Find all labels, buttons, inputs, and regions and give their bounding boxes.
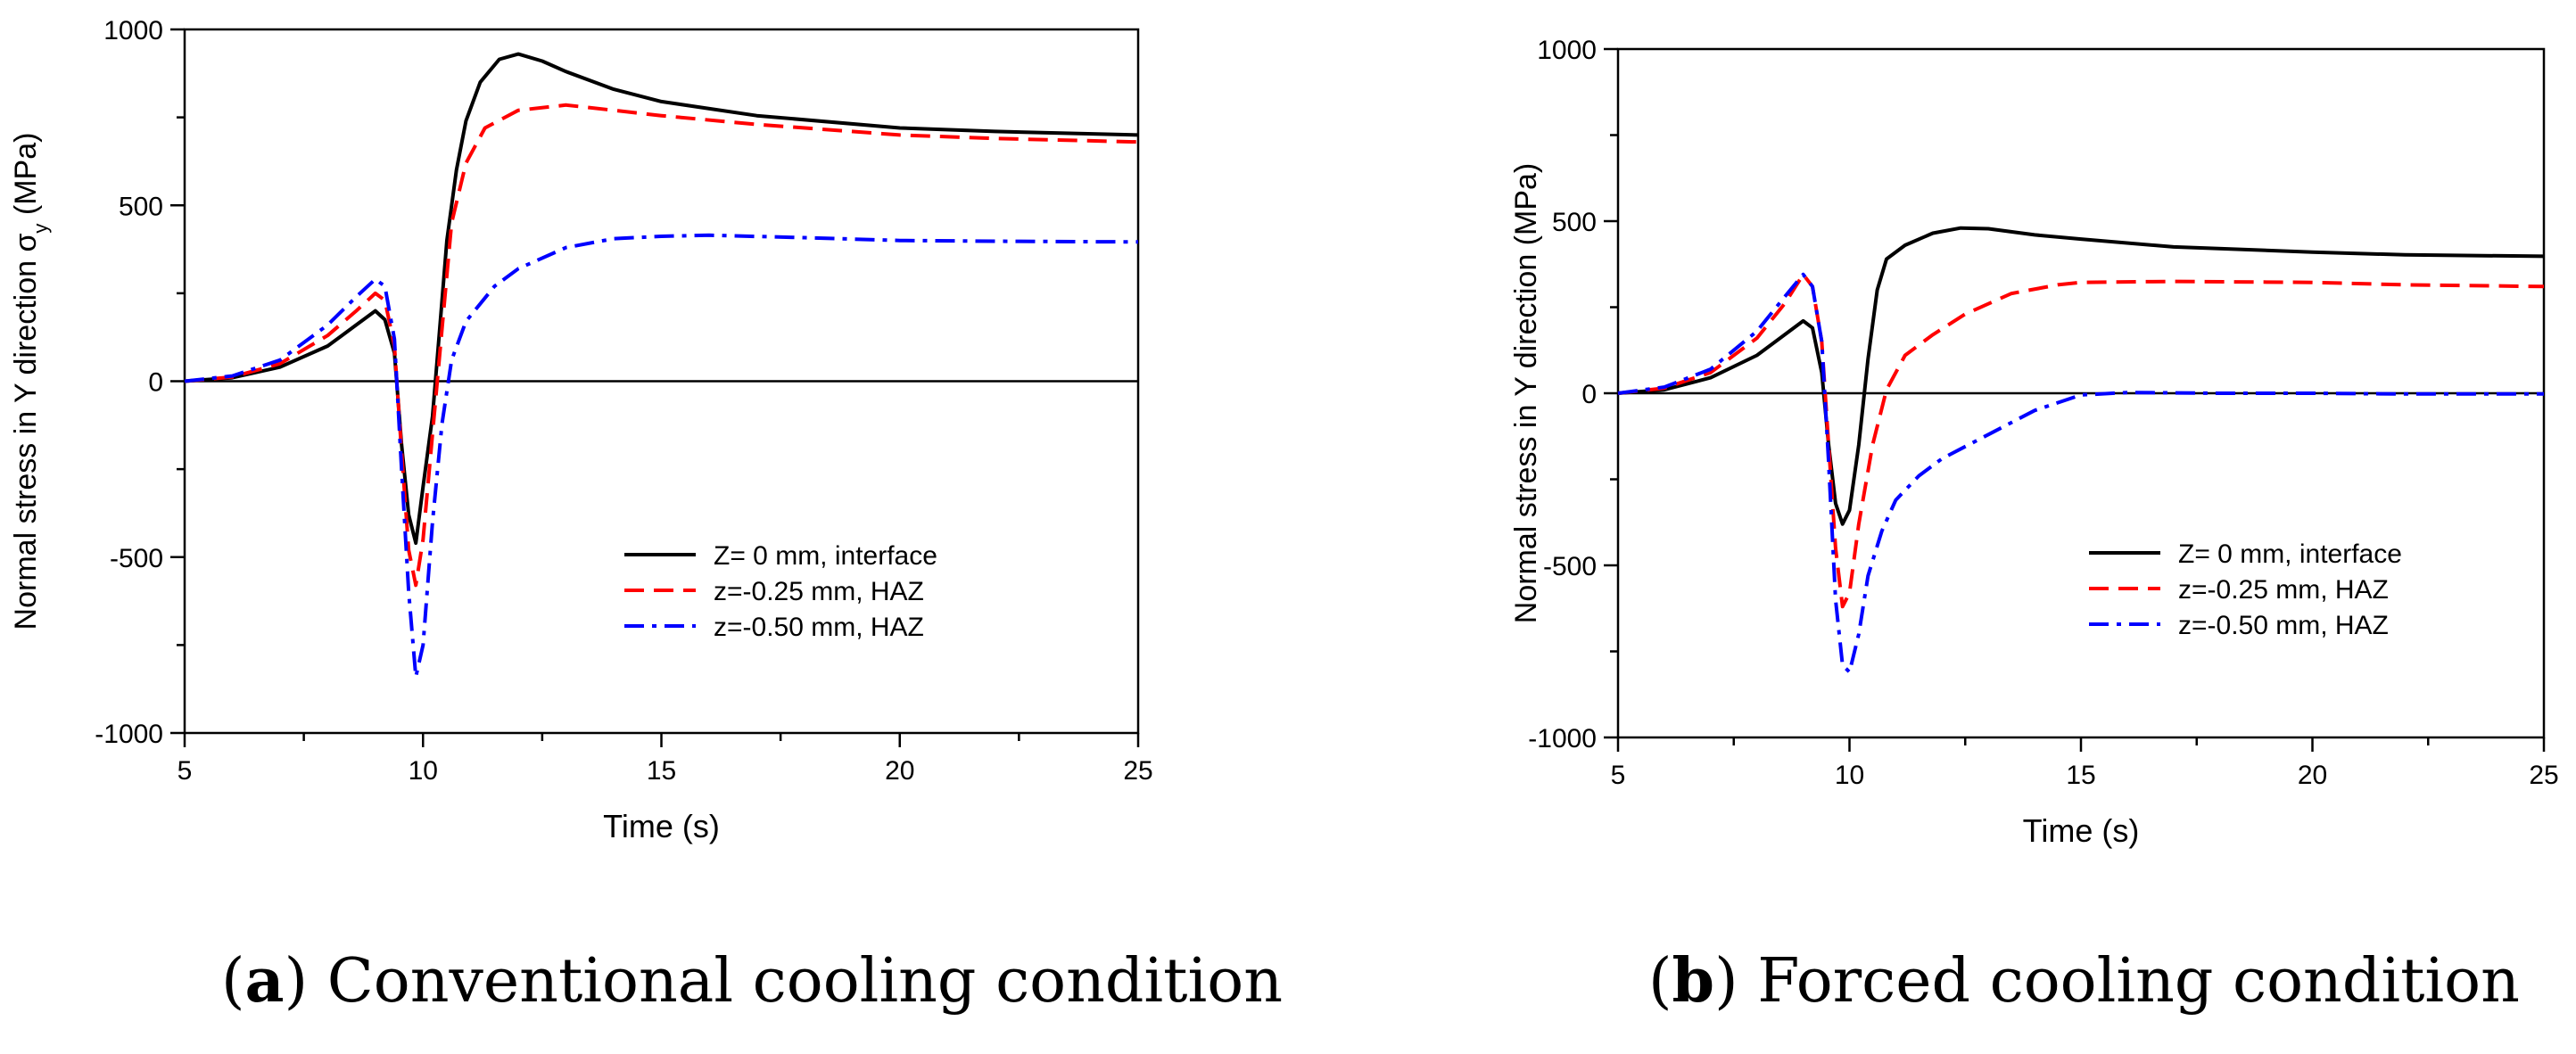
x-tick-label: 15 <box>647 756 676 786</box>
y-axis-label: Normal stress in Y direction (MPa) <box>1509 163 1543 623</box>
caption-a-letter: a <box>244 945 285 1017</box>
x-tick-label: 5 <box>178 756 193 786</box>
legend: Z= 0 mm, interface z=-0.25 mm, HAZ z=-0.50… <box>2089 539 2402 640</box>
chart-a: 5 10 15 20 25 -1000 -500 0 500 1000 Time (s) Normal… <box>9 16 1153 844</box>
x-tick-label: 10 <box>1835 761 1864 790</box>
y-axis-label: Normal stress in Y direction σy (MPa) <box>9 133 52 630</box>
y-axis-label-subscript: y <box>29 224 52 234</box>
legend-label-3: z=-0.50 mm, HAZ <box>714 613 924 642</box>
caption-b: (b) Forced cooling condition <box>1648 945 2520 1017</box>
x-tick-label: 5 <box>1611 761 1626 790</box>
caption-a: (a) Conventional cooling condition <box>221 945 1283 1017</box>
chart-b: 5 10 15 20 25 -1000 -500 0 500 1000 Time (s) Normal… <box>1509 36 2559 849</box>
x-tick-label: 25 <box>1123 756 1152 786</box>
caption-a-text: Conventional cooling condition <box>326 946 1283 1017</box>
y-tick-label: -1000 <box>95 720 163 749</box>
y-tick-label: -1000 <box>1528 724 1597 753</box>
series-line-3 <box>1617 272 2544 674</box>
series-line-1 <box>1617 226 2545 526</box>
legend-label-2: z=-0.25 mm, HAZ <box>714 577 924 606</box>
x-tick-label: 25 <box>2529 761 2558 790</box>
legend-label-3: z=-0.50 mm, HAZ <box>2178 611 2389 640</box>
y-tick-label: -500 <box>110 544 163 573</box>
legend: Z= 0 mm, interface z=-0.25 mm, HAZ z=-0.50… <box>624 541 937 642</box>
y-tick-label: 500 <box>119 192 163 221</box>
x-tick-label: 20 <box>2298 761 2327 790</box>
series-line-1 <box>184 52 1139 545</box>
caption-b-letter: b <box>1672 945 1715 1017</box>
caption-b-text: Forced cooling condition <box>1757 946 2520 1017</box>
y-tick-label: 0 <box>1581 380 1597 409</box>
series-line-3 <box>184 233 1139 679</box>
series-line-2 <box>184 103 1139 588</box>
x-tick-label: 20 <box>885 756 914 786</box>
series-line-2 <box>1617 272 2545 609</box>
y-tick-label: 1000 <box>103 16 163 45</box>
y-tick-label: 500 <box>1552 208 1597 237</box>
x-axis-label: Time (s) <box>603 808 720 844</box>
legend-label-2: z=-0.25 mm, HAZ <box>2178 575 2389 605</box>
legend-label-1: Z= 0 mm, interface <box>714 541 937 571</box>
y-tick-label: 1000 <box>1537 36 1597 65</box>
x-tick-label: 10 <box>409 756 438 786</box>
y-axis-label-main: Normal stress in Y direction (MPa) <box>1509 163 1543 623</box>
legend-label-1: Z= 0 mm, interface <box>2178 539 2402 569</box>
y-tick-label: -500 <box>1543 552 1597 581</box>
y-tick-label: 0 <box>148 368 163 398</box>
y-axis-label-unit: (MPa) <box>9 133 43 224</box>
x-axis-label: Time (s) <box>2023 812 2140 849</box>
x-tick-label: 15 <box>2066 761 2095 790</box>
y-axis-label-main: Normal stress in Y direction σ <box>9 234 43 630</box>
